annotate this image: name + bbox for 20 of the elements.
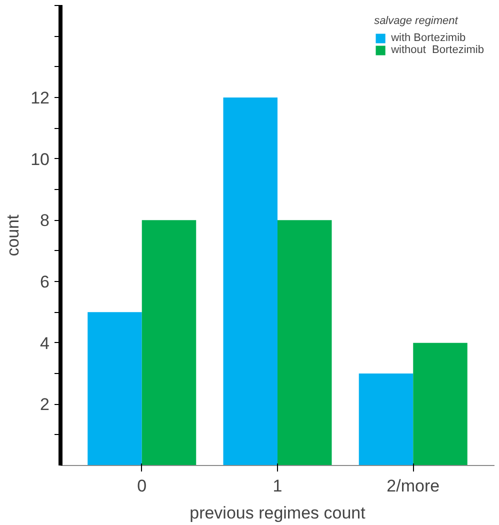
bar: [223, 98, 278, 466]
x-tick-label: 0: [137, 476, 147, 496]
legend-label: without Bortezimib: [391, 44, 484, 56]
legend-title: salvage regiment: [374, 15, 460, 27]
bar: [88, 312, 142, 466]
y-tick-label: 12: [30, 88, 50, 108]
y-tick-label: 8: [40, 211, 50, 230]
bar: [358, 374, 414, 466]
y-tick-label: 6: [40, 272, 50, 292]
x-tick-label: 2/more: [386, 476, 440, 496]
x-axis-title: previous regimes count: [190, 504, 366, 522]
bar: [278, 220, 332, 466]
y-tick-label: 2: [40, 395, 50, 414]
y-axis-title: count: [4, 214, 23, 256]
bar: [142, 220, 196, 466]
x-tick-label: 1: [272, 476, 282, 496]
y-tick-label: 4: [40, 334, 50, 353]
y-tick-label: 10: [30, 150, 50, 169]
bar: [413, 342, 468, 466]
legend-label: with Bortezimib: [391, 32, 466, 44]
